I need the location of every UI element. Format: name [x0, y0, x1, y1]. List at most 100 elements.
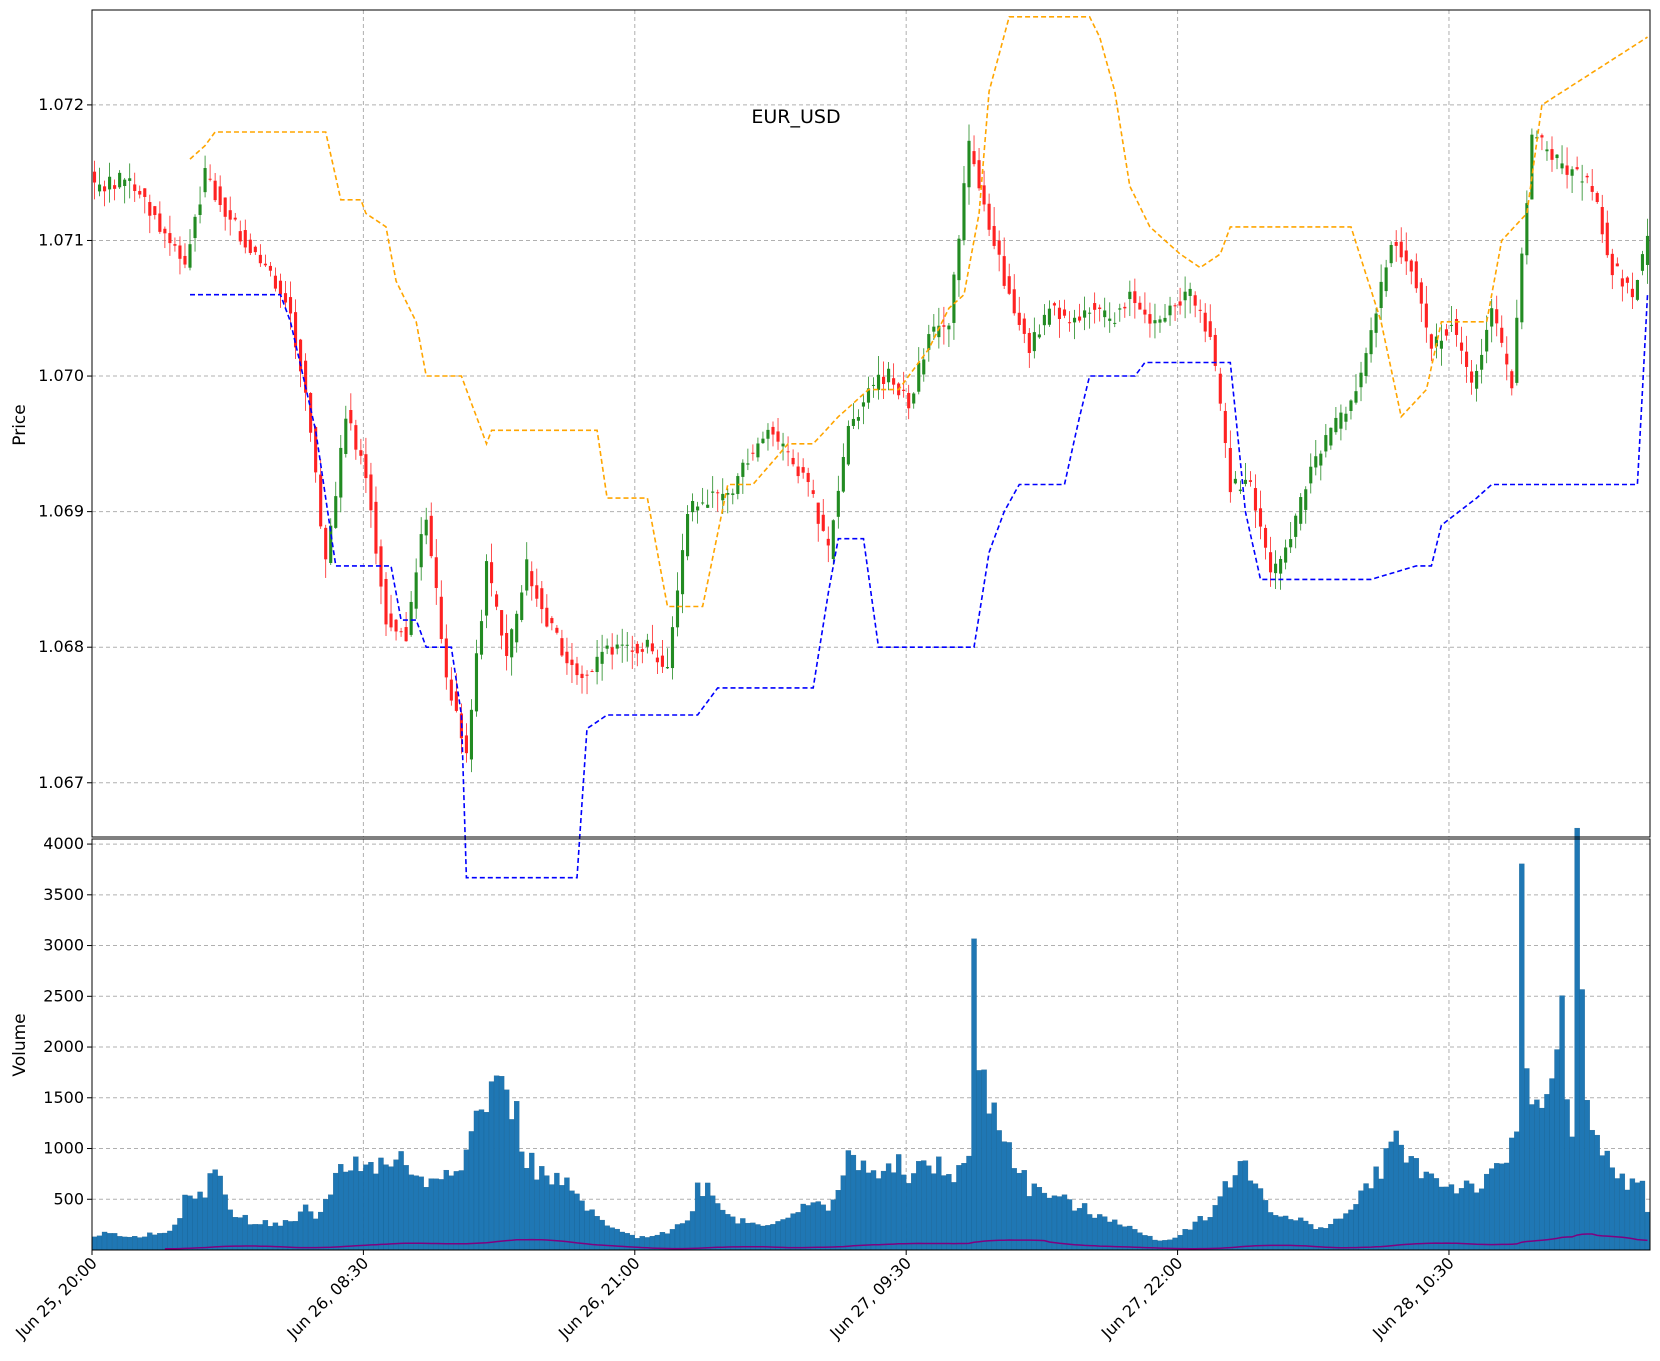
candle-body	[1344, 413, 1348, 422]
candle-body	[660, 655, 664, 667]
candle-body	[1047, 308, 1051, 325]
volume-bar	[408, 1174, 414, 1251]
volume-bar	[669, 1229, 676, 1251]
candle-body	[434, 557, 438, 588]
volume-bar	[916, 1161, 922, 1251]
candle-body	[555, 627, 559, 633]
candle-body	[1600, 206, 1604, 235]
volume-bar	[503, 1089, 510, 1251]
volume-bar	[287, 1221, 294, 1251]
volume-bar	[1227, 1187, 1234, 1251]
candle-body	[1595, 193, 1599, 202]
volume-bar	[1197, 1216, 1203, 1251]
volume-bar	[1569, 1136, 1575, 1251]
volume-bar	[901, 1174, 907, 1251]
volume-tick-label: 3500	[43, 885, 84, 904]
candle-body	[153, 206, 157, 216]
candle-body	[1324, 435, 1328, 452]
volume-bar	[212, 1169, 218, 1251]
candle-body	[851, 418, 855, 426]
volume-bar	[805, 1205, 811, 1251]
volume-bar	[127, 1236, 133, 1251]
volume-bar	[96, 1235, 103, 1251]
candle-body	[1555, 154, 1559, 159]
candle-body	[238, 231, 242, 242]
volume-bar	[1348, 1209, 1354, 1251]
volume-bar	[850, 1154, 857, 1251]
candle-body	[1052, 303, 1056, 306]
volume-bar	[519, 1151, 525, 1251]
volume-bar	[483, 1112, 490, 1251]
candle-body	[670, 627, 675, 669]
candle-body	[379, 546, 383, 587]
volume-bar	[694, 1182, 701, 1251]
candle-body	[987, 203, 991, 230]
volume-bar	[433, 1178, 439, 1251]
volume-bar	[1458, 1188, 1465, 1251]
volume-bar	[333, 1172, 339, 1251]
volume-bar	[167, 1230, 173, 1251]
volume-bar	[971, 938, 977, 1251]
candle-body	[1248, 480, 1253, 482]
candle-body	[1515, 317, 1519, 383]
candle-body	[1223, 410, 1227, 444]
candle-body	[550, 618, 554, 624]
candle-body	[1409, 260, 1413, 272]
candle-body	[1505, 353, 1509, 365]
price-tick-label: 1.067	[38, 773, 84, 792]
price-axis-ticks: 1.067 1.068 1.069 1.070 1.071 1.072	[38, 95, 92, 792]
volume-bar	[1097, 1214, 1103, 1251]
volume-bar	[745, 1222, 751, 1251]
volume-bar	[1398, 1144, 1404, 1251]
volume-bar	[880, 1170, 887, 1251]
candle-body	[1083, 310, 1087, 318]
volume-bar	[1514, 1131, 1520, 1251]
candle-body	[1640, 254, 1645, 271]
volume-bar	[991, 1102, 997, 1251]
candle-body	[701, 502, 705, 504]
candle-body	[997, 240, 1001, 255]
candle-body	[394, 619, 398, 632]
volume-bar	[418, 1176, 424, 1251]
candle-body	[992, 226, 996, 246]
volume-bar	[840, 1175, 847, 1251]
volume-bar	[463, 1149, 470, 1251]
volume-bar	[780, 1219, 786, 1251]
volume-bar	[815, 1201, 821, 1251]
candle-body	[283, 293, 288, 303]
volume-bar	[197, 1191, 203, 1251]
candle-body	[1022, 318, 1026, 334]
candle-body	[1057, 307, 1062, 319]
candle-body	[540, 588, 544, 610]
candle-body	[575, 663, 579, 676]
volume-bar	[157, 1233, 163, 1251]
candle-body	[781, 443, 785, 447]
volume-bar	[569, 1190, 575, 1251]
candle-body	[1108, 318, 1112, 321]
volume-average-line	[164, 1233, 1648, 1250]
candle-body	[364, 454, 368, 479]
candle-body	[620, 644, 624, 646]
volume-bar	[860, 1160, 867, 1251]
candle-body	[565, 651, 569, 664]
candle-body	[1625, 277, 1629, 283]
candle-body	[721, 493, 725, 501]
volume-bar	[1252, 1183, 1259, 1251]
candle-body	[1459, 342, 1464, 351]
candle-body	[645, 639, 649, 647]
candle-body	[1294, 515, 1298, 537]
lower-band-line	[190, 293, 1649, 879]
candle-body	[1178, 301, 1182, 306]
volume-bar	[1408, 1156, 1414, 1251]
candle-body	[1449, 324, 1454, 326]
volume-bar	[1544, 1094, 1550, 1251]
volume-bar	[911, 1173, 917, 1251]
volume-bar	[1524, 1068, 1530, 1251]
volume-bar	[242, 1214, 248, 1251]
volume-bar	[312, 1218, 319, 1251]
candle-body	[686, 514, 690, 557]
volume-bar	[338, 1164, 344, 1251]
candle-body	[1309, 466, 1313, 484]
volume-axis-ticks: 500 1000 1500 2000 2500 3000 3500 4000	[43, 834, 92, 1208]
candle-body	[1465, 351, 1469, 367]
